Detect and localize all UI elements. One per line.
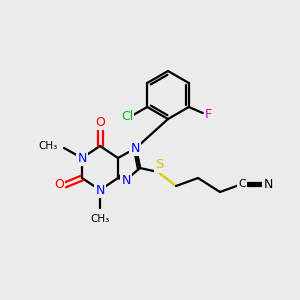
Text: C: C [238,179,246,189]
Text: O: O [54,178,64,191]
Text: O: O [95,116,105,128]
Text: CH₃: CH₃ [90,214,110,224]
Text: N: N [263,178,273,190]
Text: S: S [155,158,163,172]
Text: F: F [205,109,212,122]
Text: CH₃: CH₃ [39,141,58,151]
Text: Cl: Cl [121,110,133,124]
Text: N: N [95,184,105,196]
Text: N: N [121,173,131,187]
Text: N: N [77,152,87,164]
Text: N: N [130,142,140,154]
